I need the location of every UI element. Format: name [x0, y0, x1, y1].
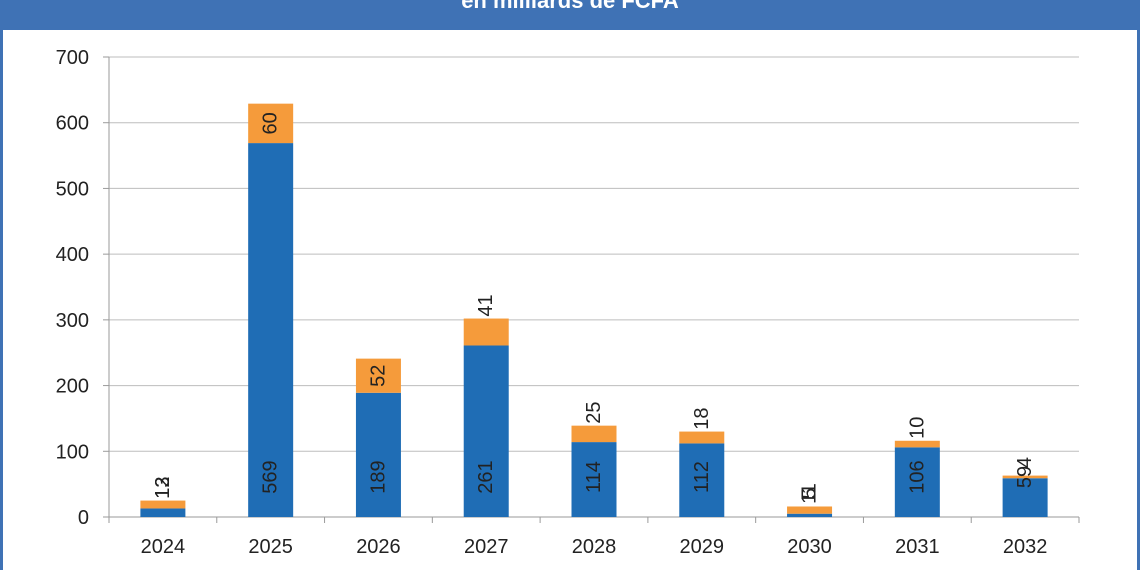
bar-segment: [140, 508, 186, 517]
bar-segment: [248, 103, 294, 144]
bar-segment: [894, 440, 940, 448]
y-tick-label: 200: [56, 376, 89, 398]
data-label: 13: [152, 476, 174, 498]
y-tick-label: 0: [78, 507, 89, 529]
bar-segment: [571, 442, 617, 517]
x-tick-label: 2030: [787, 536, 832, 558]
x-tick-label: 2029: [680, 536, 725, 558]
plot-panel: [3, 30, 1137, 570]
y-tick-label: 700: [56, 47, 89, 69]
data-label: 25: [583, 402, 605, 424]
y-tick-label: 500: [56, 178, 89, 200]
bar-segment: [679, 443, 725, 517]
chart-title-bar: en milliards de FCFA: [0, 0, 1140, 30]
data-label: 189: [367, 460, 389, 493]
bar-segment: [248, 143, 294, 518]
bar-segment: [1002, 475, 1048, 479]
bar-segment: [355, 392, 401, 517]
bar-segment: [140, 500, 186, 509]
data-label: 5: [799, 488, 821, 499]
data-label: 4: [1014, 457, 1036, 468]
y-tick-label: 100: [56, 441, 89, 463]
data-label: 59: [1014, 466, 1036, 488]
bar-segment: [679, 431, 725, 444]
y-tick-label: 400: [56, 244, 89, 266]
data-label: 569: [260, 460, 282, 493]
bar-segment: [571, 425, 617, 443]
data-label: 10: [906, 417, 928, 439]
x-tick-label: 2024: [141, 536, 186, 558]
x-tick-label: 2025: [248, 536, 293, 558]
data-label: 112: [691, 461, 713, 493]
bar-segment: [463, 318, 509, 346]
data-label: 261: [475, 460, 497, 493]
data-label: 60: [260, 112, 282, 134]
bar-segment: [894, 447, 940, 517]
bar-segment: [1002, 478, 1048, 517]
x-tick-label: 2027: [464, 536, 509, 558]
bar-segment: [355, 358, 401, 393]
bar-segment: [787, 506, 833, 514]
bar-segment: [787, 513, 833, 517]
data-label: 12: [152, 476, 174, 498]
y-tick-label: 300: [56, 310, 89, 332]
data-label: 114: [583, 461, 605, 493]
x-tick-label: 2031: [895, 536, 940, 558]
x-tick-label: 2026: [356, 536, 401, 558]
x-tick-label: 2032: [1003, 536, 1048, 558]
data-label: 106: [906, 460, 928, 493]
data-label: 18: [691, 407, 713, 429]
data-label: 52: [367, 365, 389, 387]
chart-title: en milliards de FCFA: [461, 0, 679, 13]
data-label: 41: [475, 294, 497, 316]
x-tick-label: 2028: [572, 536, 617, 558]
y-tick-label: 600: [56, 113, 89, 135]
bar-segment: [463, 345, 509, 517]
data-label: 11: [799, 483, 821, 504]
